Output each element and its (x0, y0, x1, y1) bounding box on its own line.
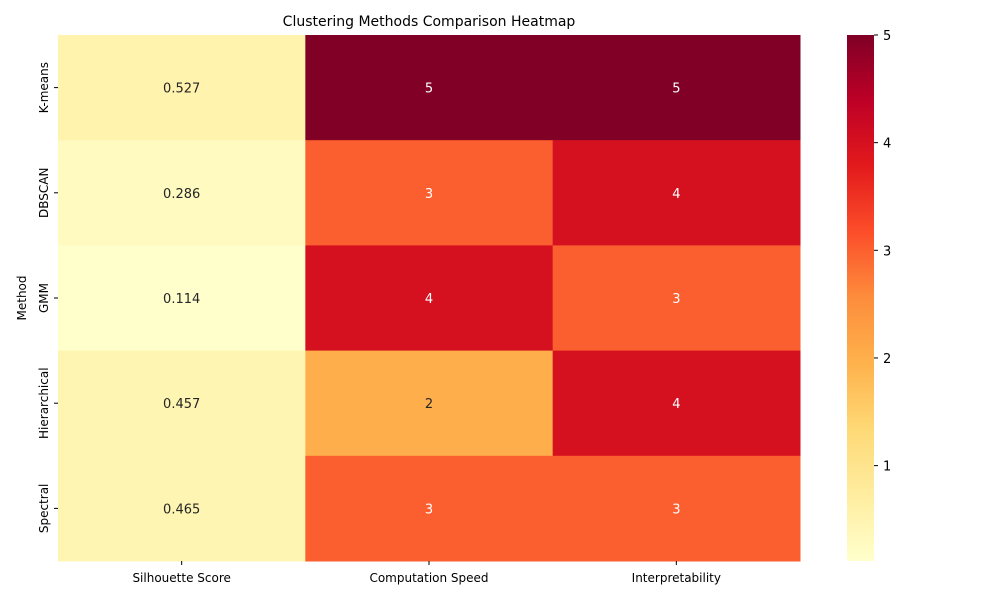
heatmap-cell (305, 140, 554, 246)
cell-value-label: 0.114 (163, 292, 200, 307)
column-tick-label: Silhouette Score (132, 571, 230, 585)
heatmap-cell (58, 35, 306, 141)
colorbar-tick-label: 5 (883, 29, 891, 44)
row-tick-label: Spectral (37, 484, 51, 534)
cell-value-label: 5 (672, 82, 680, 97)
heatmap-cell (305, 35, 554, 141)
heatmap-cell (58, 140, 306, 246)
row-tick-label: K-means (37, 62, 51, 113)
cell-value-label: 5 (425, 82, 433, 97)
heatmap-cell (552, 245, 801, 352)
column-tick-label: Computation Speed (369, 571, 488, 585)
colorbar-tick-label: 4 (883, 137, 891, 152)
y-axis-label: Method (15, 275, 29, 320)
cell-value-label: 3 (672, 292, 680, 307)
colorbar-tick-label: 3 (883, 244, 891, 259)
row-tick-labels: K-means DBSCAN GMM Hierarchical Spectral (37, 62, 58, 533)
column-tick-label: Interpretability (632, 571, 721, 585)
heatmap-cell-labels: 0.527 5 5 0.286 3 4 0.114 4 3 0.457 2 4 0.465 3 3 (163, 82, 680, 518)
colorbar-tick-label: 2 (883, 352, 891, 367)
heatmap-cell (305, 350, 554, 457)
cell-value-label: 0.457 (163, 397, 200, 412)
cell-value-label: 2 (425, 397, 433, 412)
cell-value-label: 4 (672, 397, 680, 412)
heatmap-cell (552, 140, 801, 246)
colorbar-tick-label: 1 (883, 460, 891, 475)
heatmap-cell (552, 455, 801, 562)
heatmap-cell (305, 245, 554, 352)
cell-value-label: 3 (425, 187, 433, 202)
heatmap-cell (58, 245, 306, 352)
heatmap-cell (58, 350, 306, 457)
cell-value-label: 4 (672, 187, 680, 202)
colorbar (847, 35, 874, 561)
row-tick-label: DBSCAN (37, 168, 51, 218)
cell-value-label: 3 (425, 502, 433, 517)
heatmap-cell (552, 35, 801, 141)
heatmap-cell (552, 350, 801, 457)
heatmap-cell (58, 455, 306, 562)
column-tick-labels: Silhouette Score Computation Speed Interpr… (132, 561, 721, 585)
row-tick-label: Hierarchical (37, 367, 51, 439)
chart-title: Clustering Methods Comparison Heatmap (283, 14, 576, 30)
cell-value-label: 0.286 (163, 187, 200, 202)
cell-value-label: 0.465 (163, 502, 200, 517)
row-tick-label: GMM (37, 283, 51, 313)
cell-value-label: 3 (672, 502, 680, 517)
cell-value-label: 0.527 (163, 82, 200, 97)
heatmap-cell (305, 455, 554, 562)
cell-value-label: 4 (425, 292, 433, 307)
heatmap-cells (58, 35, 801, 562)
colorbar-ticks: 1 2 3 4 5 (874, 29, 891, 475)
